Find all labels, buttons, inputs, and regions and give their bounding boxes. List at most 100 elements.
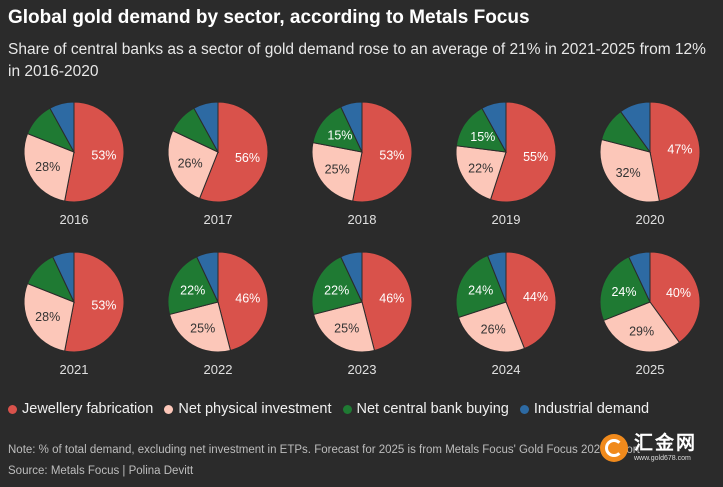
pie-slice-industrial-demand: [481, 101, 507, 153]
data-label: 22%: [324, 284, 349, 298]
pie-slice-net-physical-investment: [168, 301, 232, 353]
watermark-url: www.gold678.com: [634, 454, 691, 462]
pie-slice-industrial-demand: [193, 101, 219, 153]
pie-2018: 53% 25% 15% 2018: [311, 101, 413, 227]
year-label: 2022: [204, 362, 233, 377]
data-label: 25%: [190, 321, 215, 335]
pie-slice-industrial-demand: [340, 101, 363, 153]
year-label: 2018: [348, 212, 377, 227]
legend-label: Net central bank buying: [356, 401, 509, 417]
pie-slice-jewellery-fabrication: [64, 251, 125, 353]
legend-item-net-physical-investment: Net physical investment: [164, 401, 332, 417]
pie-slice-net-physical-investment: [602, 301, 681, 353]
pie-slice-net-physical-investment: [455, 145, 507, 201]
pie-slice-industrial-demand: [628, 251, 651, 303]
data-label: 24%: [468, 284, 493, 298]
data-label: 46%: [379, 292, 404, 306]
legend-item-jewellery: Jewellery fabrication: [8, 401, 153, 417]
data-label: 53%: [91, 298, 116, 312]
data-label: 55%: [523, 150, 548, 164]
pie-slice-net-physical-investment: [312, 301, 376, 353]
year-label: 2025: [636, 362, 665, 377]
chart-title: Global gold demand by sector, according …: [8, 7, 530, 28]
pie-slice-net-physical-investment: [23, 282, 75, 352]
data-label: 28%: [35, 160, 60, 174]
year-label: 2023: [348, 362, 377, 377]
pie-slice-net-physical-investment: [23, 132, 75, 202]
legend-item-industrial-demand: Industrial demand: [519, 401, 650, 417]
data-label: 28%: [35, 310, 60, 324]
watermark: 汇金网 www.gold678.com: [600, 430, 718, 466]
data-label: 40%: [666, 286, 691, 300]
year-label: 2019: [492, 212, 521, 227]
year-label: 2021: [60, 362, 89, 377]
pie-charts-grid: 53% 28% 2016 56% 26% 2017 53% 25% 15% 2018 55% 22% 1…: [23, 101, 701, 377]
pie-2023: 46% 25% 22% 2023: [311, 251, 413, 377]
year-label: 2024: [492, 362, 521, 377]
pie-slice-net-physical-investment: [167, 130, 219, 200]
legend-swatch: [342, 404, 352, 414]
pie-slice-jewellery-fabrication: [198, 101, 269, 203]
pie-2024: 44% 26% 24% 2024: [455, 251, 557, 377]
data-label: 53%: [379, 148, 404, 162]
pie-slice-jewellery-fabrication: [64, 101, 125, 203]
pie-slice-jewellery-fabrication: [352, 101, 413, 203]
pie-slice-jewellery-fabrication: [489, 101, 557, 203]
pie-slice-industrial-demand: [340, 251, 363, 303]
chart-source: Source: Metals Focus | Polina Devitt: [8, 465, 194, 477]
data-label: 32%: [616, 166, 641, 180]
data-label: 24%: [611, 285, 636, 299]
legend-swatch: [8, 404, 17, 414]
legend-label: Jewellery fabrication: [22, 401, 154, 417]
pie-2016: 53% 28% 2016: [23, 101, 125, 227]
pie-slice-industrial-demand: [486, 251, 507, 303]
pie-slice-jewellery-fabrication: [649, 251, 701, 344]
legend: Jewellery fabrication Net physical inves…: [8, 401, 660, 417]
pie-slice-net-physical-investment: [311, 142, 363, 202]
pie-slice-net-central-bank-buying: [311, 256, 363, 316]
pie-slice-jewellery-fabrication: [505, 251, 557, 350]
pie-slice-net-central-bank-buying: [167, 256, 219, 316]
watermark-name: 汇金网: [634, 432, 698, 454]
data-label: 29%: [629, 324, 654, 338]
pie-2025: 40% 29% 24% 2025: [599, 251, 701, 377]
pie-slice-net-physical-investment: [599, 138, 660, 203]
data-label: 22%: [468, 162, 493, 176]
pie-slice-jewellery-fabrication: [649, 101, 701, 202]
data-label: 22%: [180, 284, 205, 298]
watermark-logo-icon: [600, 434, 628, 462]
chart-subtitle: Share of central banks as a sector of go…: [8, 41, 706, 80]
legend-label: Industrial demand: [533, 401, 650, 417]
pie-slice-industrial-demand: [49, 101, 75, 153]
data-label: 15%: [470, 130, 495, 144]
pie-2019: 55% 22% 15% 2019: [455, 101, 557, 227]
pie-slice-jewellery-fabrication: [361, 251, 413, 352]
pie-2022: 46% 25% 22% 2022: [167, 251, 269, 377]
pie-2017: 56% 26% 2017: [167, 101, 269, 227]
data-label: 26%: [178, 157, 203, 171]
year-label: 2020: [636, 212, 665, 227]
data-label: 25%: [325, 162, 350, 176]
pie-slice-net-central-bank-buying: [599, 256, 651, 322]
data-label: 56%: [235, 151, 260, 165]
data-label: 26%: [481, 323, 506, 337]
data-label: 15%: [327, 128, 352, 142]
data-label: 44%: [523, 290, 548, 304]
pie-2021: 53% 28% 2021: [23, 251, 125, 377]
year-label: 2016: [60, 212, 89, 227]
legend-swatch: [164, 404, 174, 414]
data-label: 47%: [667, 143, 692, 157]
data-label: 25%: [334, 321, 359, 335]
pie-slice-industrial-demand: [52, 251, 75, 303]
chart-note: Note: % of total demand, excluding net i…: [8, 444, 640, 456]
data-label: 46%: [235, 292, 260, 306]
pie-slice-industrial-demand: [619, 101, 651, 154]
legend-label: Net physical investment: [178, 401, 332, 417]
data-label: 53%: [91, 148, 116, 162]
pie-slice-net-physical-investment: [457, 301, 526, 353]
pie-2020: 47% 32% 2020: [599, 101, 701, 227]
year-label: 2017: [204, 212, 233, 227]
pie-slice-industrial-demand: [196, 251, 219, 303]
legend-swatch: [519, 404, 529, 414]
legend-item-central-bank-buying: Net central bank buying: [342, 401, 509, 417]
